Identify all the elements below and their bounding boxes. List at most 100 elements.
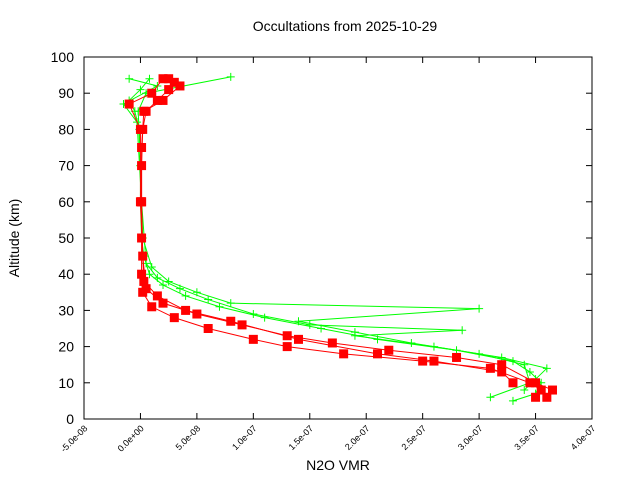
x-tick-label: 3.5e-07 <box>512 423 541 452</box>
x-tick-label: 3.0e-07 <box>456 423 485 452</box>
x-tick-label: 1.5e-07 <box>287 423 316 452</box>
data-point-plus <box>145 74 154 83</box>
series-0 <box>119 72 551 405</box>
data-point-plus <box>475 304 484 313</box>
data-point-square <box>147 88 157 98</box>
series-0-profile-line <box>122 78 548 391</box>
data-point-square <box>327 338 337 348</box>
plot-frame <box>83 56 593 420</box>
data-point-plus <box>508 396 517 405</box>
y-tick-label: 20 <box>58 339 74 355</box>
x-tick-label: 2.5e-07 <box>399 423 428 452</box>
data-point-square <box>181 305 191 315</box>
data-point-square <box>135 124 145 134</box>
x-tick-label: 0.0e+00 <box>116 423 146 453</box>
y-tick-label: 90 <box>58 85 74 101</box>
data-point-plus <box>226 299 235 308</box>
data-point-square <box>282 331 292 341</box>
data-point-plus <box>542 364 551 373</box>
data-point-square <box>137 143 147 152</box>
data-point-square <box>418 356 428 366</box>
data-point-plus <box>215 302 224 311</box>
data-point-plus <box>159 281 168 290</box>
data-point-plus <box>181 291 190 300</box>
data-point-square <box>135 197 145 207</box>
data-point-square <box>293 334 303 344</box>
data-point-square <box>226 316 236 326</box>
y-tick-label: 100 <box>51 49 75 65</box>
data-point-square <box>373 349 383 359</box>
plot-marks <box>119 72 557 405</box>
chart-title: Occultations from 2025-10-29 <box>253 18 438 34</box>
data-point-square <box>203 324 213 333</box>
data-point-square <box>497 367 507 377</box>
data-point-square <box>547 385 557 395</box>
data-point-plus <box>145 270 154 279</box>
data-point-plus <box>520 360 529 369</box>
data-point-square <box>158 74 168 84</box>
data-point-plus <box>175 284 184 293</box>
x-axis-label: N2O VMR <box>306 457 370 473</box>
data-point-square <box>175 81 185 91</box>
x-tick-label: 4.0e-07 <box>569 423 598 452</box>
y-axis-label: Altitude (km) <box>6 199 22 278</box>
y-tick-label: 50 <box>58 230 74 246</box>
data-point-square <box>485 363 495 373</box>
y-tick-label: 60 <box>58 194 74 210</box>
data-point-square <box>158 298 168 308</box>
data-point-plus <box>305 320 314 329</box>
data-point-square <box>152 291 162 301</box>
data-point-plus <box>497 353 506 362</box>
data-point-square <box>137 269 147 279</box>
y-tick-label: 0 <box>66 411 74 427</box>
data-point-square <box>531 392 541 402</box>
data-point-square <box>248 334 258 344</box>
data-point-plus <box>520 386 529 395</box>
x-tick-label: 1.0e-07 <box>230 423 259 452</box>
data-point-square <box>384 345 394 355</box>
series-1-profile-line <box>128 78 514 384</box>
data-point-square <box>429 356 439 366</box>
data-point-square <box>164 74 174 84</box>
y-tick-label: 10 <box>58 375 74 391</box>
data-point-plus <box>125 74 134 83</box>
data-point-square <box>158 95 168 105</box>
data-point-square <box>237 320 247 330</box>
data-point-plus <box>458 326 467 335</box>
axes: -5.0e-08 0.0e+00 5.0e-08 1.0e-07 1.5e-07 2.0e… <box>51 49 598 454</box>
data-point-plus <box>136 85 145 94</box>
data-point-square <box>497 360 507 370</box>
data-point-plus <box>226 72 235 81</box>
series-0-profile-line <box>137 76 531 398</box>
data-point-square <box>164 85 174 95</box>
data-point-square <box>282 342 292 352</box>
data-point-square <box>139 106 149 116</box>
data-point-plus <box>350 331 359 340</box>
data-point-square <box>508 378 518 388</box>
data-point-square <box>139 276 149 286</box>
data-point-plus <box>429 342 438 351</box>
data-point-plus <box>249 310 258 319</box>
data-point-square <box>147 302 157 312</box>
data-point-square <box>536 385 546 395</box>
data-point-square <box>339 349 349 359</box>
x-tick-label: 2.0e-07 <box>343 423 372 452</box>
data-point-square <box>531 378 541 388</box>
y-tick-label: 80 <box>58 121 74 137</box>
data-point-square <box>169 313 179 323</box>
data-point-square <box>152 95 162 105</box>
y-tick-label: 70 <box>58 158 74 174</box>
series-1 <box>124 74 557 402</box>
data-point-square <box>192 309 202 319</box>
data-point-plus <box>153 273 162 282</box>
data-point-square <box>542 392 552 402</box>
data-point-square <box>525 378 535 388</box>
data-point-plus <box>525 367 534 376</box>
data-point-plus <box>486 393 495 402</box>
y-tick-label: 40 <box>58 266 74 282</box>
x-tick-label: -5.0e-08 <box>59 423 90 454</box>
data-point-plus <box>204 295 213 304</box>
x-tick-label: 5.0e-08 <box>174 423 203 452</box>
data-point-plus <box>294 317 303 326</box>
